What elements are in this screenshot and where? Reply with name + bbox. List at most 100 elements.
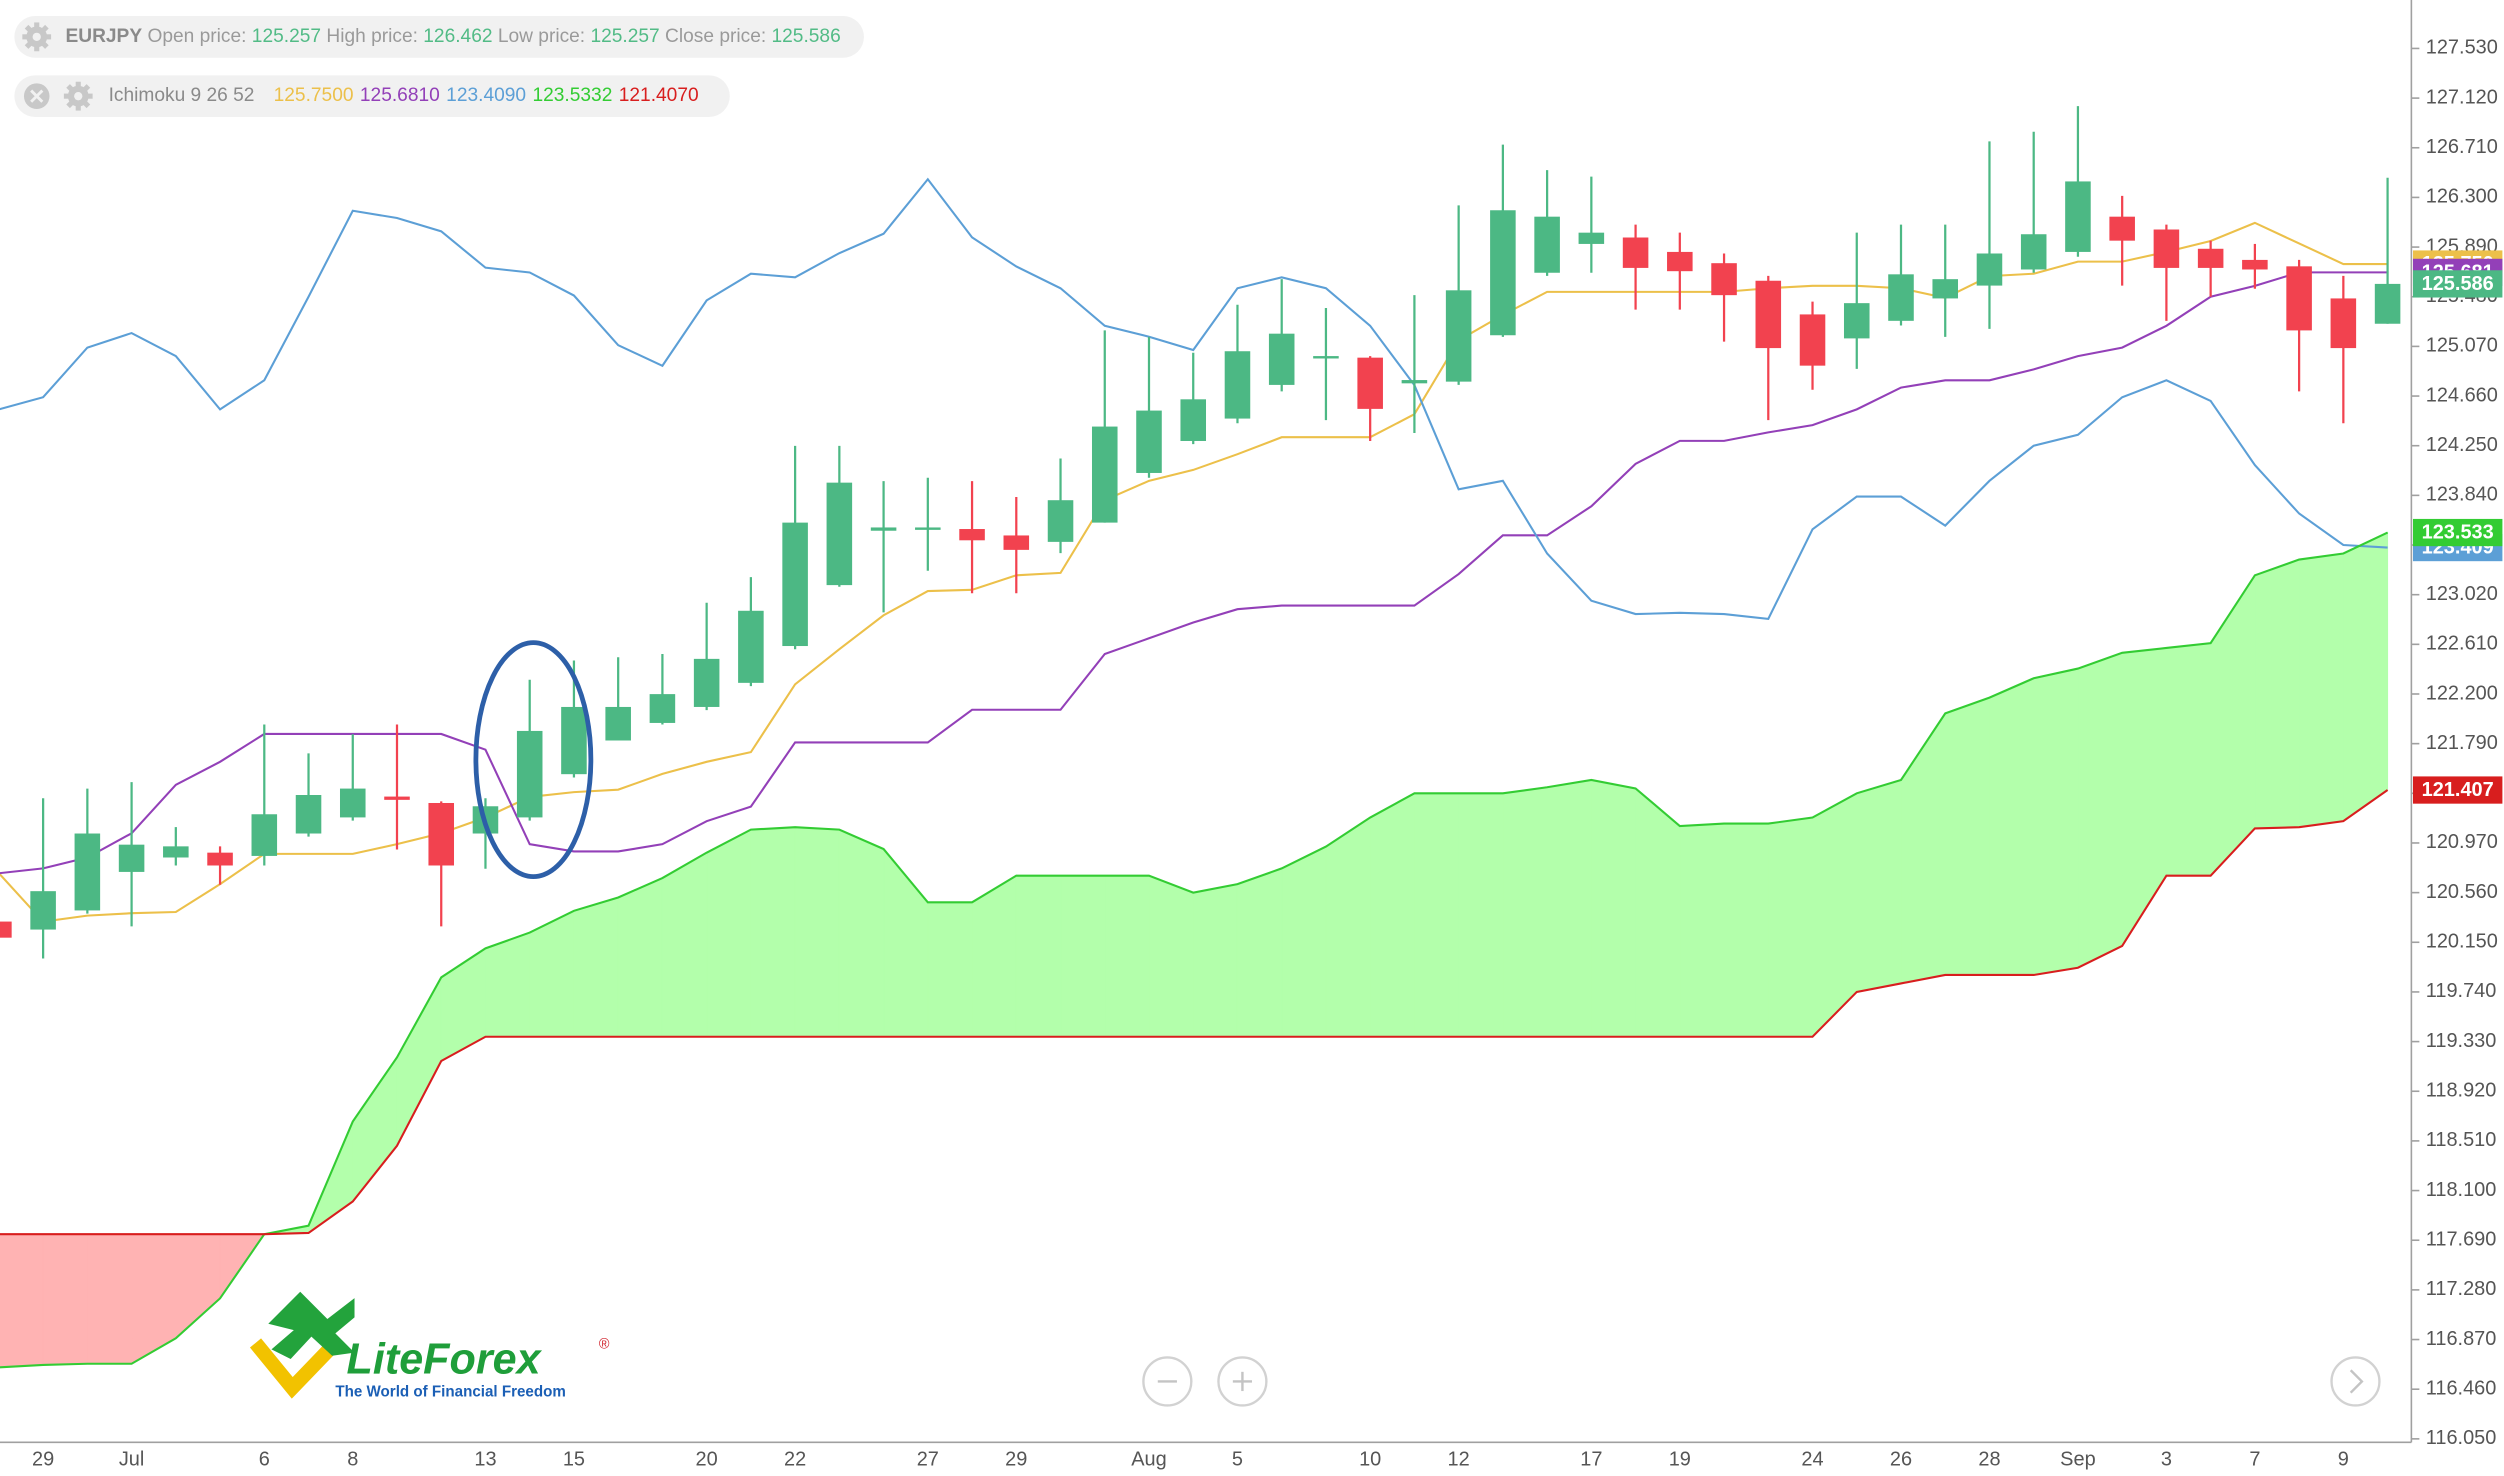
candle-body [30, 891, 56, 930]
cloud [1944, 696, 1990, 976]
y-tick-label: 126.300 [2426, 186, 2498, 208]
candle-body [2065, 181, 2091, 252]
indicator-value: 125.6810 [360, 85, 440, 106]
candle-body [1180, 399, 1207, 441]
indicator-legend-bg [14, 75, 730, 117]
y-tick-label: 122.610 [2426, 633, 2498, 655]
cloud [1546, 779, 1592, 1038]
candle-body [163, 846, 189, 858]
settings-icon[interactable] [63, 81, 93, 111]
cloud [661, 851, 708, 1038]
cloud [1369, 792, 1415, 1038]
candle-body [1799, 314, 1826, 366]
y-tick-label: 118.920 [2426, 1080, 2497, 1102]
x-tick-label: 29 [32, 1448, 54, 1470]
candle-body [0, 921, 12, 938]
legend-label: High price: [326, 26, 418, 47]
cloud [838, 828, 885, 1038]
scroll-right-button[interactable] [2330, 1356, 2381, 1407]
y-tick-label: 117.690 [2426, 1228, 2497, 1250]
cloud [971, 874, 1017, 1038]
candle-body [605, 706, 631, 741]
indicator-value: 121.4070 [619, 85, 699, 106]
indicator-value: 125.7500 [274, 85, 354, 106]
cloud [42, 1233, 88, 1366]
cloud [1767, 816, 1814, 1038]
cloud [1325, 816, 1371, 1038]
cloud [1723, 823, 1769, 1038]
candle-body [1313, 356, 1339, 359]
cloud [2298, 552, 2344, 828]
candle-body [1268, 333, 1295, 385]
candle-body [428, 802, 455, 866]
x-tick-label: 22 [784, 1448, 806, 1470]
cloud [1590, 779, 1637, 1038]
cloud [1458, 792, 1504, 1038]
candle-body [1888, 274, 1914, 321]
highlight-ellipse [473, 640, 594, 880]
y-tick-label: 121.790 [2426, 732, 2498, 754]
x-tick-label: 13 [474, 1448, 496, 1470]
candle-body [1003, 535, 1030, 550]
candle-body [2242, 259, 2268, 270]
y-tick-label: 127.530 [2426, 37, 2498, 59]
candle-body [1357, 357, 1383, 409]
cloud [1635, 787, 1681, 1038]
candle-body [2109, 216, 2135, 241]
legend-value: 126.462 [423, 26, 492, 47]
legend-value: 125.586 [772, 26, 841, 47]
logo: LiteForex ® The World of Financial Freed… [249, 1291, 610, 1401]
logo-mark: ® [599, 1336, 610, 1352]
y-tick-label: 118.510 [2426, 1129, 2497, 1151]
cloud [617, 877, 663, 1038]
cloud [0, 1233, 44, 1368]
candle-body [782, 522, 808, 647]
x-tick-label: 8 [347, 1448, 358, 1470]
candle-body [339, 788, 366, 818]
y-tick-label: 123.020 [2426, 583, 2498, 605]
y-tick-label: 125.070 [2426, 335, 2498, 357]
x-tick-label: Sep [2060, 1448, 2095, 1470]
price-badge [2412, 270, 2503, 298]
candle-body [516, 730, 543, 818]
y-tick-label: 120.560 [2426, 881, 2498, 903]
y-tick-label: 124.660 [2426, 384, 2498, 406]
cloud [927, 901, 973, 1038]
candle-body [959, 529, 985, 541]
candle-body [1755, 280, 1782, 349]
cloud [2165, 642, 2212, 877]
candle-body [251, 814, 278, 856]
candle-body [1490, 210, 1516, 336]
cloud [1988, 677, 2035, 976]
price-badge-label: 123.533 [2422, 522, 2494, 544]
x-tick-label: Aug [1131, 1448, 1166, 1470]
price-badge-label: 125.586 [2422, 273, 2494, 295]
candle-body [561, 706, 587, 775]
logo-tagline: The World of Financial Freedom [335, 1384, 566, 1401]
y-tick-label: 120.150 [2426, 931, 2498, 953]
candle-body [1091, 426, 1118, 523]
x-tick-label: 20 [696, 1448, 718, 1470]
price-badge-label: 121.407 [2422, 779, 2494, 801]
candle-body [1578, 232, 1605, 244]
symbol: EURJPY [65, 26, 142, 47]
x-tick-label: 15 [563, 1448, 585, 1470]
candle-body [2197, 248, 2224, 268]
zoom-out-button[interactable] [1142, 1356, 1193, 1407]
indicator-line [0, 789, 2389, 1236]
remove-indicator-icon[interactable] [23, 83, 50, 109]
cloud [573, 896, 619, 1038]
candle-body [2286, 266, 2312, 331]
cloud [1413, 792, 1460, 1038]
x-tick-label: Jul [119, 1448, 145, 1470]
y-tick-label: 119.330 [2426, 1030, 2497, 1052]
zoom-in-button[interactable] [1217, 1356, 1268, 1407]
cloud [1679, 823, 1725, 1038]
cloud [1236, 867, 1283, 1038]
x-tick-label: 6 [259, 1448, 270, 1470]
y-tick-label: 126.710 [2426, 136, 2498, 158]
y-tick-label: 120.970 [2426, 831, 2498, 853]
cloud [2342, 531, 2389, 823]
settings-icon[interactable] [22, 22, 52, 52]
